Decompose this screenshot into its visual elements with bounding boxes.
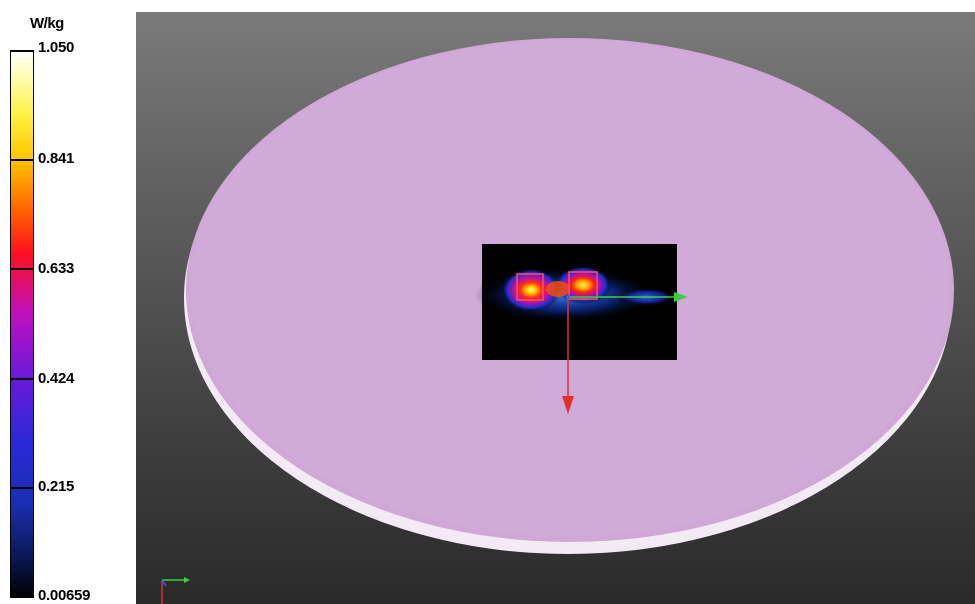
colorbar-tick-3 <box>10 268 34 270</box>
colorbar-tick-label-3: 0.633 <box>38 260 75 277</box>
colorbar-tick-label-1: 1.050 <box>38 39 75 56</box>
colorbar-legend: W/kg 1.050 0.841 0.633 0.424 0.215 0.006… <box>0 0 136 604</box>
colorbar-tick-5 <box>10 487 34 489</box>
colorbar-tick-1 <box>10 50 34 52</box>
axis-triad-icon <box>562 292 688 414</box>
phantom-ellipse <box>184 38 954 554</box>
colorbar-tick-2 <box>10 159 34 161</box>
mini-axis-triad-icon <box>161 577 190 604</box>
colorbar-tick-label-5: 0.215 <box>38 478 75 495</box>
scene-canvas[interactable] <box>136 12 975 604</box>
colorbar-tick-label-2: 0.841 <box>38 150 75 167</box>
sar-distribution-map <box>474 244 677 360</box>
colorbar-unit-label: W/kg <box>30 15 64 32</box>
measurement-box-right <box>568 271 598 300</box>
colorbar-tick-label-6: 0.00659 <box>38 587 91 604</box>
3d-viewport[interactable] <box>136 12 975 604</box>
colorbar-gradient <box>10 50 34 598</box>
colorbar-tick-label-4: 0.424 <box>38 370 75 387</box>
colorbar-tick-4 <box>10 378 34 380</box>
measurement-box-left <box>516 273 544 301</box>
